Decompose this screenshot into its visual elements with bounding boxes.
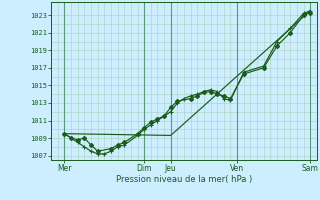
X-axis label: Pression niveau de la mer( hPa ): Pression niveau de la mer( hPa ) bbox=[116, 175, 252, 184]
